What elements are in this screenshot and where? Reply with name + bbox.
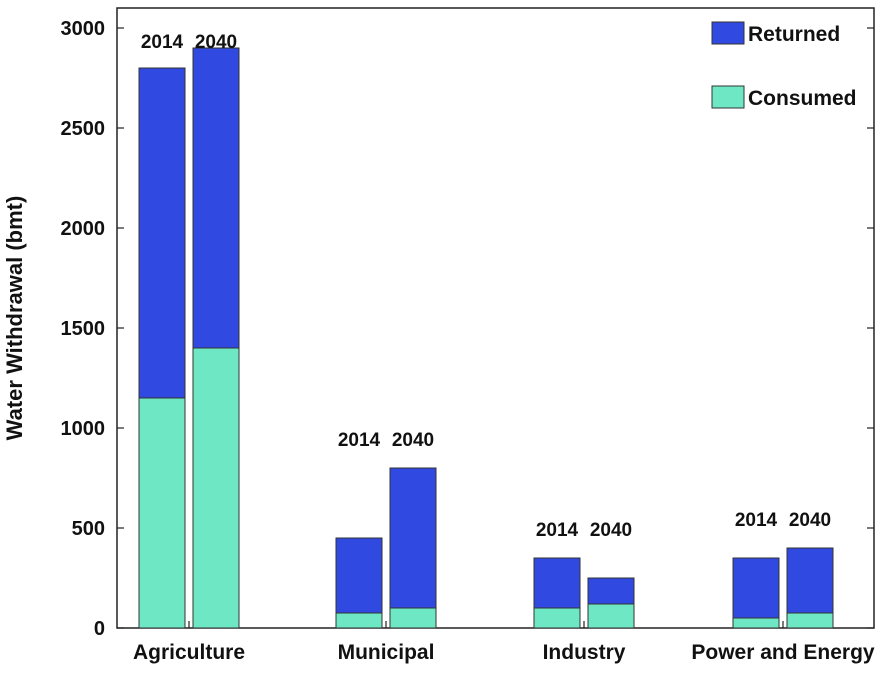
axes-group: 0 500 1000 1500 2000 2500 3000 Water Withdrawal… xyxy=(2,7,875,664)
year-label-2040: 2040 xyxy=(392,430,434,451)
bar-returned-2014 xyxy=(533,557,581,609)
bars-group xyxy=(138,47,834,629)
bar-consumed-2040 xyxy=(192,347,240,629)
y-tick-label: 3000 xyxy=(61,18,106,40)
bar-consumed-2014 xyxy=(732,617,780,629)
labels-group: 2014 2040 2014 2040 2014 2040 2014 2040 xyxy=(141,32,831,541)
category-label: Power and Energy xyxy=(691,641,875,664)
y-tick-label: 1500 xyxy=(61,318,106,340)
y-tick-label: 500 xyxy=(72,518,105,540)
year-label-2014: 2014 xyxy=(536,520,579,541)
legend-swatch-consumed xyxy=(711,85,745,109)
y-tick-label: 1000 xyxy=(61,418,106,440)
y-axis-title: Water Withdrawal (bmt) xyxy=(2,196,27,441)
year-label-2040: 2040 xyxy=(789,510,831,531)
bar-returned-2014 xyxy=(335,537,383,614)
y-tick-label: 0 xyxy=(94,618,105,640)
y-tick-label: 2500 xyxy=(61,118,106,140)
bar-returned-2040 xyxy=(786,547,834,614)
bar-returned-2040 xyxy=(587,577,635,605)
category-label: Industry xyxy=(543,641,626,664)
year-label-2040: 2040 xyxy=(195,32,237,53)
category-label: Municipal xyxy=(338,641,435,664)
plot-frame xyxy=(116,7,875,629)
bar-returned-2040 xyxy=(389,467,437,609)
bar-returned-2014 xyxy=(732,557,780,619)
bar-consumed-2040 xyxy=(587,603,635,629)
legend-label-consumed: Consumed xyxy=(748,87,857,110)
legend-group: Returned Consumed xyxy=(711,21,857,110)
bar-consumed-2040 xyxy=(786,612,834,629)
year-label-2014: 2014 xyxy=(735,510,778,531)
bar-consumed-2014 xyxy=(335,612,383,629)
year-label-2014: 2014 xyxy=(338,430,381,451)
category-label: Agriculture xyxy=(133,641,245,664)
bar-returned-2040 xyxy=(192,47,240,349)
legend-label-returned: Returned xyxy=(748,23,840,46)
legend-swatch-returned xyxy=(711,21,745,45)
year-label-2014: 2014 xyxy=(141,32,184,53)
bar-consumed-2014 xyxy=(138,397,186,629)
year-label-2040: 2040 xyxy=(590,520,632,541)
y-tick-label: 2000 xyxy=(61,218,106,240)
bar-returned-2014 xyxy=(138,67,186,399)
bar-consumed-2040 xyxy=(389,607,437,629)
bar-consumed-2014 xyxy=(533,607,581,629)
